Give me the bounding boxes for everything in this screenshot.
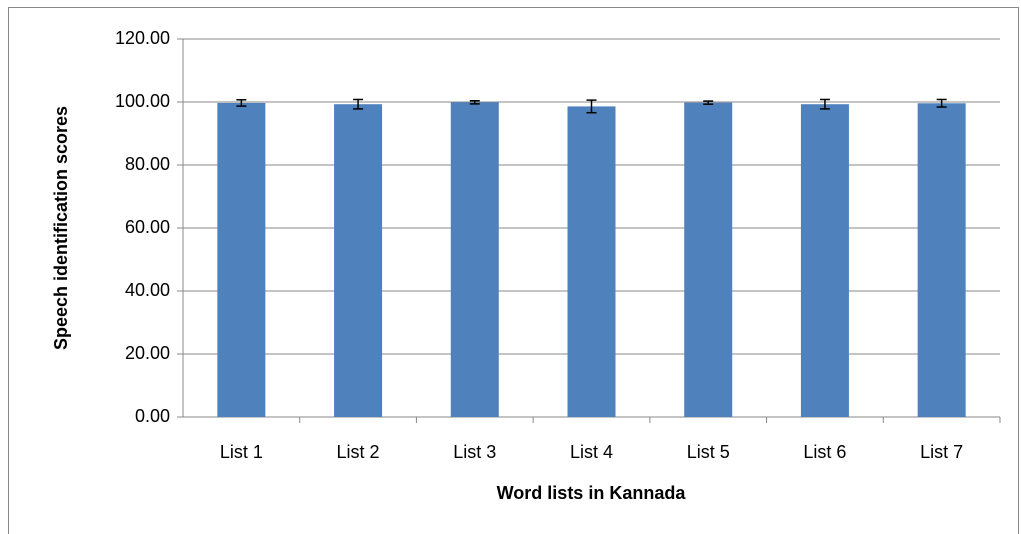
chart-border bbox=[8, 7, 1019, 534]
bar bbox=[217, 102, 266, 417]
bar bbox=[567, 106, 616, 417]
x-tick-label: List 4 bbox=[570, 442, 613, 462]
y-tick-label: 100.00 bbox=[115, 91, 170, 111]
y-tick-label: 80.00 bbox=[125, 154, 170, 174]
x-axis-title: Word lists in Kannada bbox=[497, 483, 687, 503]
bar bbox=[334, 104, 383, 417]
y-tick-label: 60.00 bbox=[125, 217, 170, 237]
y-tick-label: 0.00 bbox=[135, 406, 170, 426]
bar bbox=[917, 103, 966, 417]
x-tick-label: List 1 bbox=[220, 442, 263, 462]
y-tick-label: 20.00 bbox=[125, 343, 170, 363]
bar bbox=[684, 102, 733, 417]
x-tick-label: List 6 bbox=[803, 442, 846, 462]
x-tick-label: List 2 bbox=[337, 442, 380, 462]
bar bbox=[800, 104, 849, 417]
x-tick-label: List 7 bbox=[920, 442, 963, 462]
y-tick-label: 120.00 bbox=[115, 28, 170, 48]
x-tick-label: List 3 bbox=[453, 442, 496, 462]
bar bbox=[450, 102, 499, 417]
x-tick-label: List 5 bbox=[687, 442, 730, 462]
y-axis-title: Speech identification scores bbox=[51, 106, 71, 350]
y-tick-label: 40.00 bbox=[125, 280, 170, 300]
